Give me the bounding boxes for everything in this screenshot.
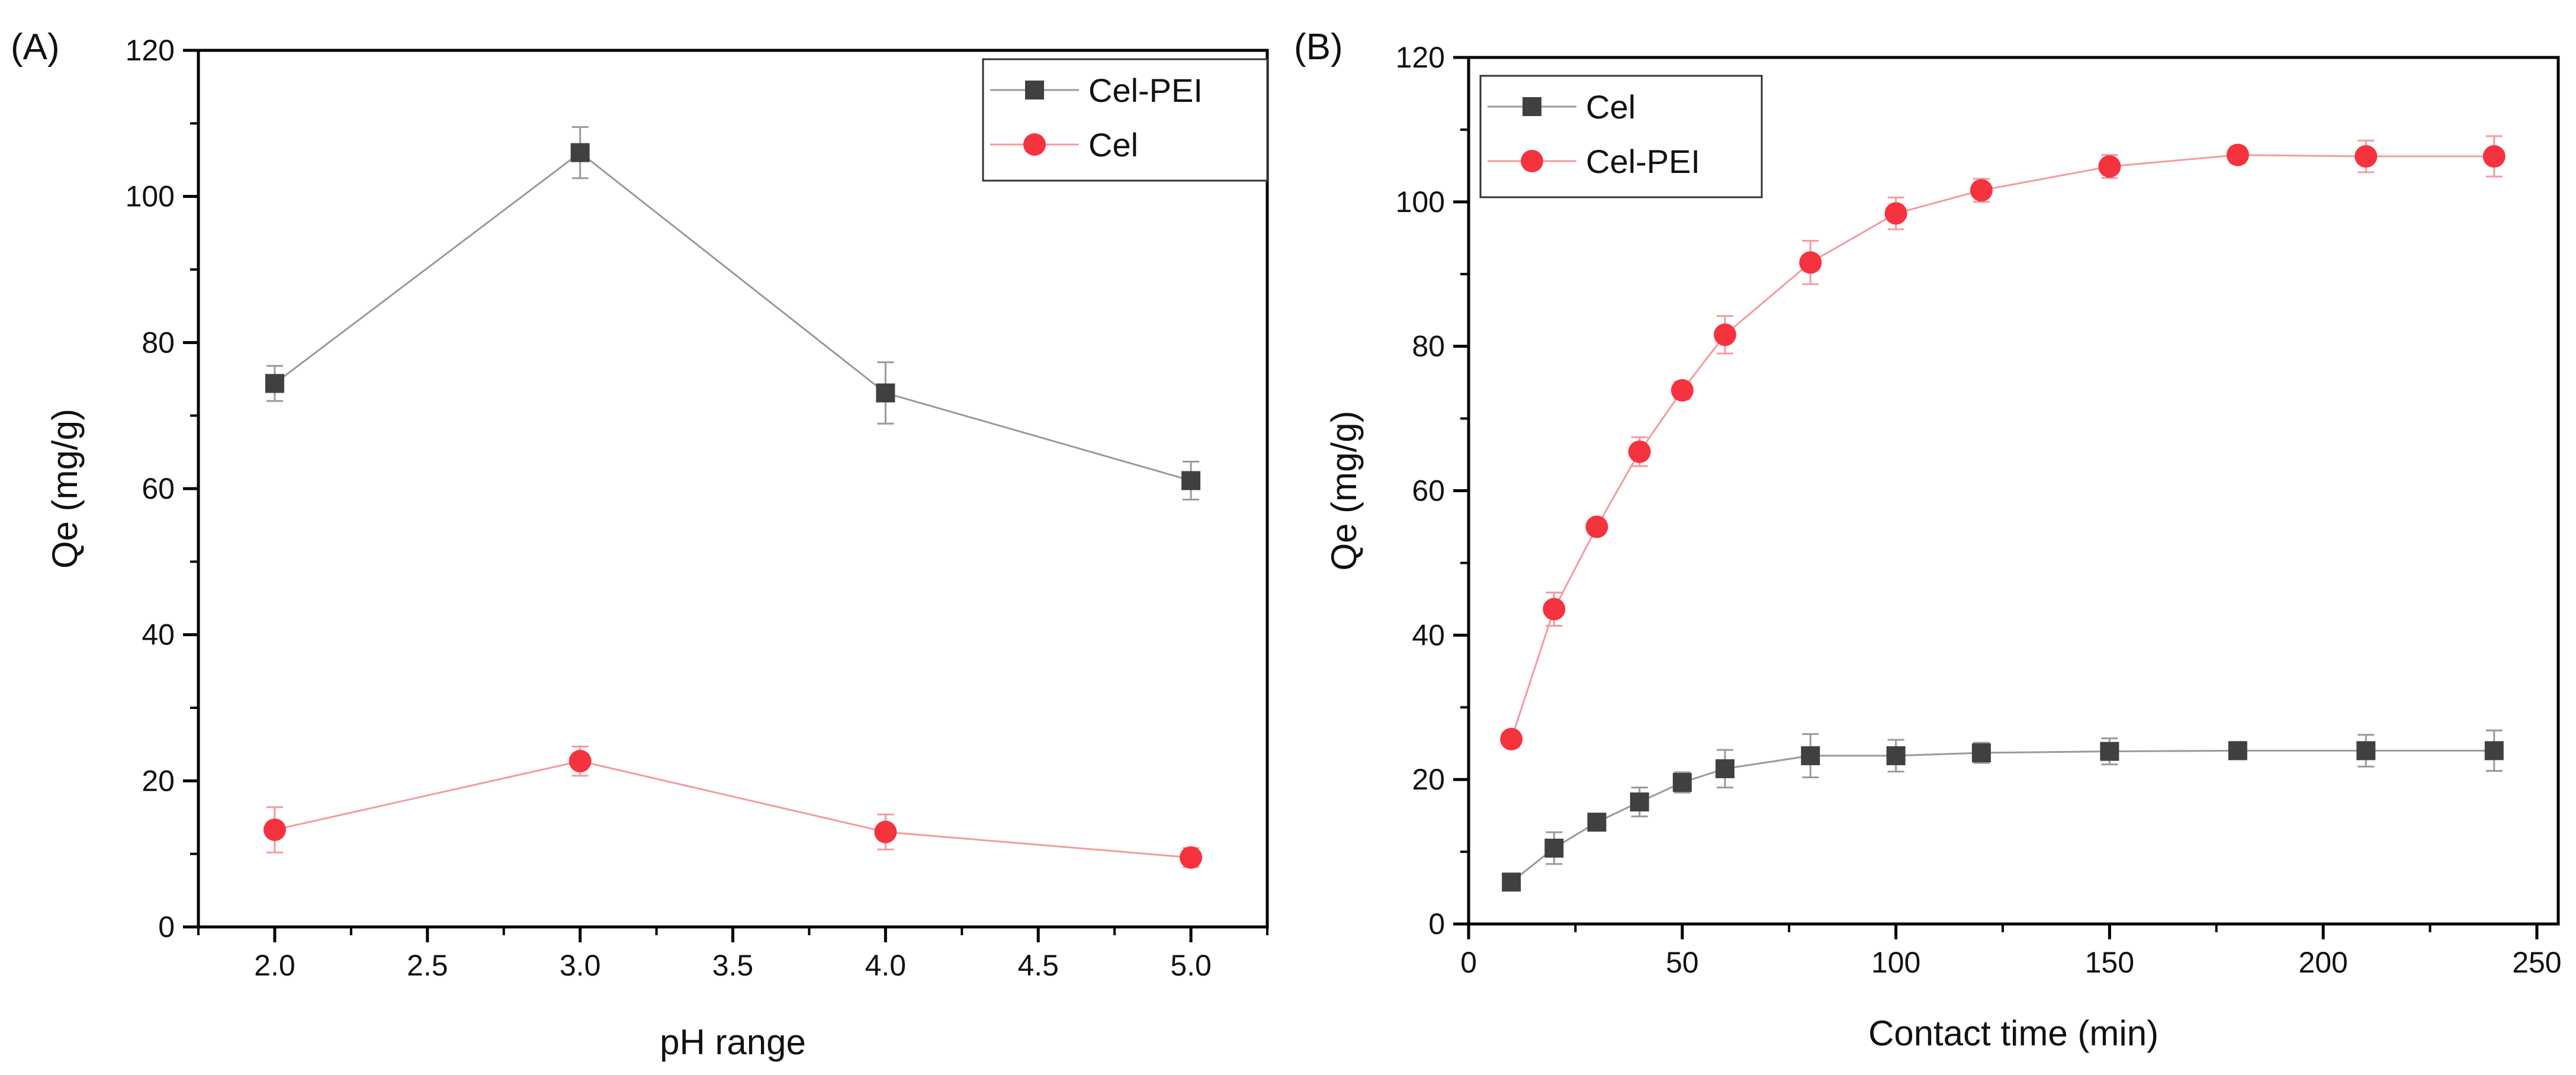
y-tick-label: 100 — [126, 180, 175, 213]
series-line — [1511, 749, 2494, 883]
data-point — [1971, 743, 1991, 763]
x-tick-label: 250 — [2512, 946, 2561, 979]
data-point — [2482, 145, 2506, 168]
data-point — [570, 143, 590, 162]
y-tick-label: 0 — [1428, 907, 1445, 941]
data-point — [2484, 741, 2504, 760]
data-point — [2098, 155, 2121, 178]
data-point — [2226, 143, 2249, 166]
legend-label: Cel — [1586, 88, 1636, 126]
legend-swatch-marker — [1023, 133, 1046, 156]
legend-swatch-marker — [1025, 81, 1044, 100]
series-cel — [1502, 729, 2504, 892]
data-point — [1672, 773, 1692, 792]
x-tick-label: 2.0 — [254, 949, 295, 982]
y-tick-label: 60 — [142, 472, 175, 505]
x-axis-title: Contact time (min) — [1868, 1013, 2159, 1053]
data-point — [1587, 813, 1607, 832]
data-point — [1544, 838, 1564, 858]
x-tick-label: 200 — [2298, 946, 2347, 979]
x-axis-title: pH range — [660, 1022, 806, 1062]
x-tick-label: 150 — [2085, 946, 2134, 979]
y-tick-label: 0 — [158, 910, 175, 944]
data-point — [1630, 792, 1649, 811]
y-tick-label: 20 — [1412, 763, 1445, 796]
legend-item: Cel — [1488, 88, 1636, 126]
data-point — [1628, 440, 1651, 463]
y-tick-label: 40 — [142, 618, 175, 652]
y-axis-title: Qe (mg/g) — [1324, 410, 1364, 570]
legend-box — [1479, 75, 1763, 198]
y-tick-label: 100 — [1396, 185, 1445, 219]
data-point — [1713, 323, 1736, 346]
data-point — [2355, 145, 2378, 168]
series-line — [274, 760, 1191, 859]
legend-swatch-marker — [1523, 97, 1541, 116]
panel-a: (A) 2.0 2.5 3.0 3.5 4.0 4.5 5.0 0 20 40 60 80 100 120 p… — [11, 27, 1269, 1062]
data-point — [1886, 746, 1906, 765]
legend-box — [982, 58, 1268, 182]
y-tick-label: 60 — [1412, 474, 1445, 508]
data-point — [2228, 741, 2247, 760]
data-point — [2100, 742, 2119, 761]
data-point — [2356, 741, 2376, 760]
data-point — [1884, 202, 1907, 225]
x-tick-label: 3.5 — [712, 949, 754, 982]
x-tick-label: 3.0 — [560, 949, 601, 982]
legend-item: Cel-PEI — [1488, 143, 1700, 180]
legend-label: Cel-PEI — [1088, 72, 1203, 109]
series-cel-pei — [265, 126, 1201, 500]
data-point — [1181, 471, 1201, 490]
data-point — [1970, 179, 1993, 202]
x-tick-label: 2.5 — [407, 949, 448, 982]
legend: Cel Cel-PEI — [1479, 75, 1763, 198]
data-point — [1500, 727, 1523, 750]
data-point — [568, 750, 592, 773]
data-point — [1799, 251, 1822, 274]
y-tick-label: 120 — [1396, 41, 1445, 74]
y-axis-title: Qe (mg/g) — [45, 409, 85, 569]
data-point — [874, 820, 897, 843]
data-point — [1585, 515, 1608, 538]
data-point — [1543, 598, 1566, 621]
legend-label: Cel — [1088, 126, 1138, 163]
x-tick-label: 5.0 — [1170, 949, 1212, 982]
data-point — [265, 374, 284, 393]
series-cel — [263, 745, 1203, 869]
panel-b: (B) 0 50 100 150 200 250 0 20 40 60 80 100 120 Contact… — [1294, 27, 2562, 1053]
data-point — [1801, 746, 1820, 765]
data-point — [263, 818, 286, 841]
x-tick-label: 4.0 — [865, 949, 907, 982]
data-point — [1180, 846, 1203, 869]
series-line — [1510, 154, 2494, 740]
y-tick-label: 80 — [1412, 330, 1445, 363]
legend: Cel-PEI Cel — [982, 58, 1268, 182]
y-tick-label: 120 — [126, 34, 175, 67]
y-tick-label: 20 — [142, 764, 175, 797]
x-tick-label: 50 — [1666, 946, 1699, 979]
legend-item: Cel — [990, 126, 1138, 163]
data-point — [1715, 759, 1735, 778]
legend-item: Cel-PEI — [990, 72, 1203, 109]
series-line — [274, 151, 1191, 482]
legend-label: Cel-PEI — [1586, 143, 1700, 180]
data-point — [1671, 379, 1694, 402]
series-cel-pei — [1500, 135, 2506, 750]
panel-label: (A) — [11, 27, 60, 68]
x-tick-label: 100 — [1871, 946, 1920, 979]
x-tick-label: 4.5 — [1017, 949, 1059, 982]
data-point — [1502, 872, 1521, 892]
data-point — [876, 383, 895, 403]
y-tick-label: 80 — [142, 326, 175, 359]
y-tick-label: 40 — [1412, 618, 1445, 652]
panel-label: (B) — [1294, 27, 1343, 68]
legend-swatch-marker — [1521, 150, 1543, 172]
plot-frame — [197, 49, 1269, 929]
x-tick-label: 0 — [1460, 946, 1477, 979]
